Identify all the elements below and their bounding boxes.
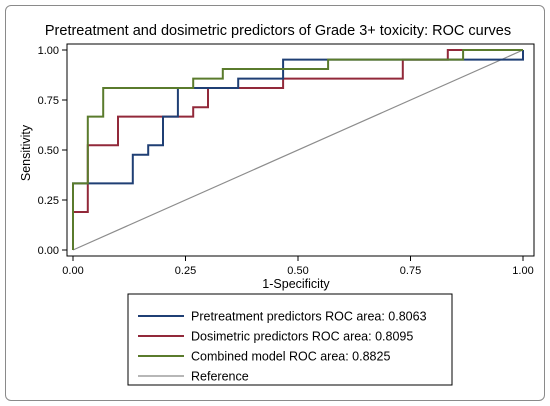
legend-label: Dosimetric predictors ROC area: 0.8095 <box>191 330 413 344</box>
series-layer <box>72 49 524 251</box>
roc-chart: Pretreatment and dosimetric predictors o… <box>19 23 535 386</box>
y-tick-label: 0.25 <box>38 195 59 207</box>
y-tick-label: 1.00 <box>38 45 59 57</box>
axis-layer: 0.00 0.25 0.50 0.75 1.00 0.00 0.25 0.50 0.75 1.00 <box>38 45 534 277</box>
figure-frame: Pretreatment and dosimetric predictors o… <box>5 5 545 401</box>
y-tick-label: 0.00 <box>38 245 59 257</box>
x-tick-label: 1.00 <box>512 265 533 277</box>
x-tick-label: 0.75 <box>400 265 421 277</box>
legend-box <box>127 293 453 386</box>
x-axis-title: 1-Specificity <box>262 277 330 291</box>
y-tick-label: 0.75 <box>38 95 59 107</box>
roc-curve-2 <box>72 49 523 250</box>
legend-layer: Pretreatment predictors ROC area: 0.8063… <box>138 310 427 384</box>
roc-curve-0 <box>72 50 524 250</box>
x-tick-label: 0.25 <box>175 265 196 277</box>
y-tick-label: 0.50 <box>38 145 59 157</box>
x-tick-label: 0.50 <box>287 265 308 277</box>
legend-label: Reference <box>191 370 249 384</box>
y-axis-title: Sensitivity <box>19 124 33 181</box>
legend-label: Combined model ROC area: 0.8825 <box>191 350 390 364</box>
x-tick-label: 0.00 <box>62 265 83 277</box>
roc-curve-3 <box>72 49 524 251</box>
legend-label: Pretreatment predictors ROC area: 0.8063 <box>191 310 427 324</box>
chart-title: Pretreatment and dosimetric predictors o… <box>45 23 511 39</box>
